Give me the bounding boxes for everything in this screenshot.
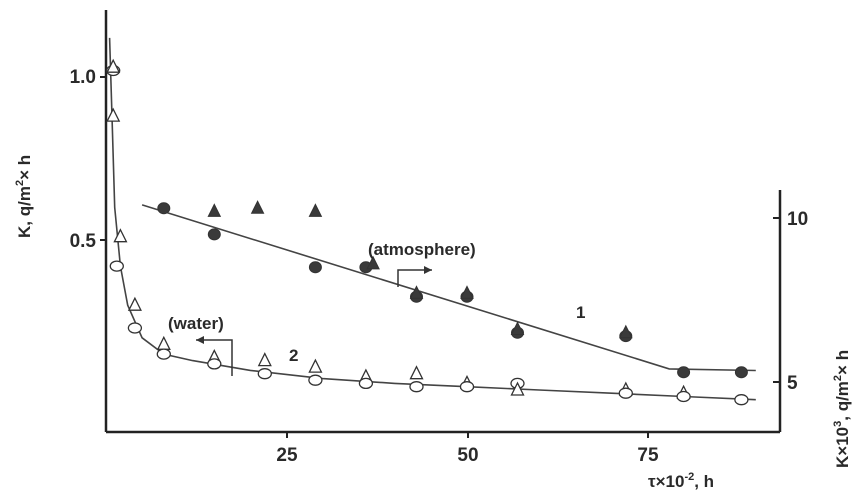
y-right-tick-label-5: 5 — [787, 373, 798, 394]
data-markers — [106, 58, 749, 406]
water-circle-point-10 — [207, 358, 222, 370]
x-tick-label-50: 50 — [457, 445, 478, 466]
water-arrow — [196, 339, 233, 376]
atmosphere-arrow — [397, 269, 432, 287]
water-circle-point-27 — [734, 394, 749, 406]
curve-1-label: 1 — [576, 303, 585, 322]
water-triangle-point-7 — [156, 335, 171, 350]
atmosphere-circle-point-0 — [157, 202, 171, 215]
atmosphere-triangle-point-9 — [409, 285, 424, 299]
water-triangle-point-5 — [127, 296, 142, 311]
atmosphere-circle-point-16 — [677, 366, 691, 379]
atmosphere-triangle-point-2 — [250, 200, 265, 214]
fit-line-atmosphere — [141, 204, 756, 372]
x-tick-label-25: 25 — [276, 445, 298, 466]
y-right-tick-label-10: 10 — [787, 209, 808, 230]
water-triangle-point-3 — [113, 228, 128, 243]
atmosphere-triangle-point-1 — [207, 203, 222, 217]
water-arrowhead — [196, 336, 204, 344]
y-left-tick-label-05: 0.5 — [70, 231, 97, 252]
y-axis-right-title: K×103, q/m2× h — [832, 350, 852, 468]
curve-2-label: 2 — [289, 346, 298, 365]
water-triangle-point-13 — [308, 358, 323, 373]
atmosphere-arrowhead — [424, 266, 432, 274]
atmosphere-circle-point-4 — [207, 228, 221, 241]
water-triangle-point-2 — [106, 107, 121, 122]
water-circle-point-12 — [257, 368, 272, 380]
atmosphere-triangle-point-13 — [510, 321, 525, 335]
water-circle-point-4 — [109, 260, 124, 272]
water-circle-point-24 — [618, 387, 633, 399]
fit-line-water — [108, 37, 756, 401]
atmosphere-circle-point-5 — [308, 261, 322, 274]
atmosphere-triangle-point-15 — [618, 324, 633, 339]
x-axis-title: τ×10-2, h — [648, 471, 714, 491]
atmosphere-circle-point-17 — [734, 366, 748, 379]
water-circle-point-16 — [358, 377, 374, 390]
water-triangle-point-17 — [409, 365, 424, 380]
y-left-tick-label-1: 1.0 — [70, 67, 96, 88]
y-axis-left-title: K, q/m2× h — [14, 155, 34, 238]
water-triangle-point-11 — [257, 352, 272, 367]
water-circle-point-14 — [308, 374, 323, 386]
water-circle-point-26 — [676, 390, 691, 403]
atmosphere-triangle-point-3 — [308, 203, 323, 217]
x-tick-label-75: 75 — [637, 445, 659, 466]
water-triangle-point-22 — [510, 381, 525, 396]
water-circle-point-18 — [409, 381, 424, 393]
atmosphere-triangle-point-7 — [366, 255, 380, 270]
water-triangle-point-1 — [106, 58, 121, 73]
water-circle-point-6 — [127, 322, 143, 334]
water-circle-point-8 — [156, 348, 171, 360]
water-circle-point-20 — [459, 381, 475, 393]
atmosphere-triangle-point-11 — [460, 285, 474, 299]
water-label: (water) — [168, 314, 224, 333]
fit-lines — [108, 37, 756, 401]
atmosphere-label: (atmosphere) — [368, 240, 476, 259]
